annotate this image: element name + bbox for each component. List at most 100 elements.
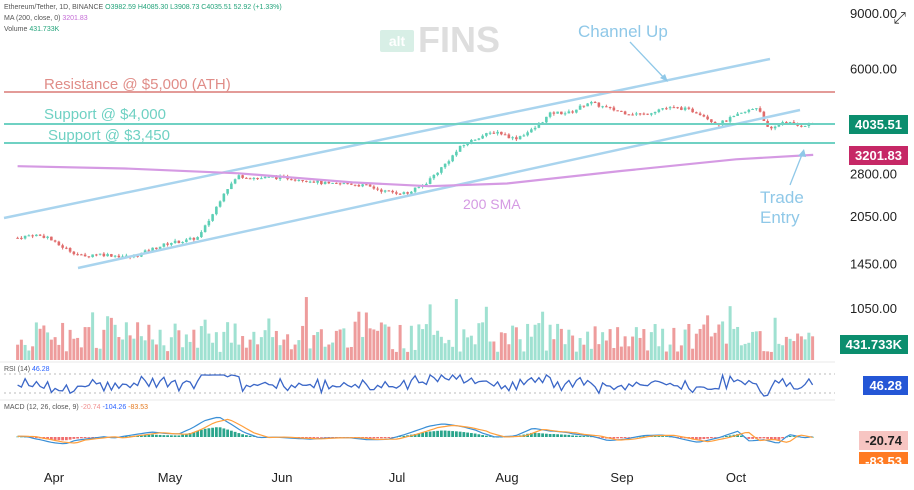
macd-hist-bar [766,437,770,439]
volume-bar [687,323,691,360]
rsi-legend: RSI (14) 46.28 [4,366,50,373]
candle-body [788,122,792,124]
candle-body [53,240,57,242]
candle-body [316,180,319,183]
volume-bar [312,335,316,360]
channel-up-label: Channel Up [578,22,668,41]
macd-legend: MACD (12, 26, close, 9) -20.74 -104.26 -… [4,404,148,411]
candle-body [770,126,773,129]
volume-bar [646,350,650,360]
candle-body [706,116,709,120]
macd-hist-bar [552,434,556,437]
volume-bar [91,312,95,360]
symbol-legend: Ethereum/Tether, 1D, BINANCE O3982.59 H4… [4,4,282,11]
volume-bar [548,324,552,360]
volume-bar [289,349,293,360]
macd-hist-bar [376,437,380,439]
macd-hist-bar [481,435,485,437]
candle-body [72,251,76,255]
macd-hist-value: -20.74 [80,404,101,411]
candle-body [410,191,413,194]
macd-hist-bar [252,436,256,437]
candle-body [391,190,394,193]
time-tick-label: May [158,470,183,485]
rsi-line [17,372,814,397]
macd-line-value: -104.26 [102,404,127,411]
candle-body [46,236,49,238]
macd-hist-bar [642,436,646,437]
expand-icon[interactable]: ⤢ [893,10,906,27]
macd-hist-bar [188,433,192,437]
candle-body [402,192,406,195]
candle-body [207,220,211,226]
candle-body [237,175,241,180]
candle-body [102,253,106,257]
candle-body [657,109,661,112]
candle-body [200,232,203,238]
volume-bar [233,323,237,360]
macd-hist-bar [548,434,552,437]
volume-bar [346,347,350,360]
candle-body [293,179,297,181]
volume-bar [443,343,447,360]
macd-hist-bar [72,437,76,439]
volume-bar [777,343,781,360]
candle-body [275,176,278,180]
candle-body [665,108,668,110]
candle-body [492,132,496,134]
volume-bar [766,351,770,360]
macd-hist-bar [739,435,743,437]
volume-bar [619,346,623,360]
volume-bar [499,332,503,360]
volume-bar [522,351,526,360]
macd-hist-bar [661,436,665,437]
candle-body [61,245,64,248]
price-axis: 9000.00 6000.00 2800.00 2050.00 1450.00 1050.… [850,6,897,316]
macd-hist-bar [421,432,425,437]
channel-up-arrow-head [660,74,668,82]
volume-tag: 431.733K [839,335,908,354]
volume-bar [109,317,113,360]
macd-hist-bar [713,437,717,438]
candle-body [353,184,357,186]
volume-bar [274,330,278,360]
volume-bar [128,335,132,360]
candle-body [323,181,327,185]
candle-body [518,136,522,140]
volume-legend: Volume 431.733K [4,26,59,33]
volume-bar [713,332,717,360]
volume-bar [518,339,522,360]
candle-body [432,174,436,179]
candle-body [31,235,34,237]
macd-hist-bar [46,437,50,440]
candle-body [751,108,754,110]
macd-hist-bar [192,432,196,437]
macd-hist-bar [653,436,657,437]
macd-hist-bar [166,435,170,437]
volume-bar [304,297,308,360]
candle-body [481,135,484,139]
candle-body [267,176,271,178]
candle-body [642,113,646,115]
volume-bar [447,339,451,360]
macd-hist-bar [758,437,762,439]
volume-bar [27,350,31,360]
macd-hist-bar [751,437,755,439]
candle-body [661,108,664,110]
candle-body [95,254,98,256]
macd-hist-bar [529,432,533,437]
volume-bar [473,344,477,360]
channel-up-arrow [629,41,667,81]
volume-bar [769,351,773,360]
macd-hist-bar [574,435,578,437]
macd-hist-bar [436,430,440,437]
volume-bar [61,322,65,360]
candle-body [192,237,196,240]
volume-bar [383,324,387,360]
candle-body [646,113,649,115]
candle-body [785,122,788,124]
candle-body [147,250,151,252]
rsi-tag: 46.28 [863,376,908,395]
candle-body [740,112,743,114]
candle-body [650,113,653,115]
